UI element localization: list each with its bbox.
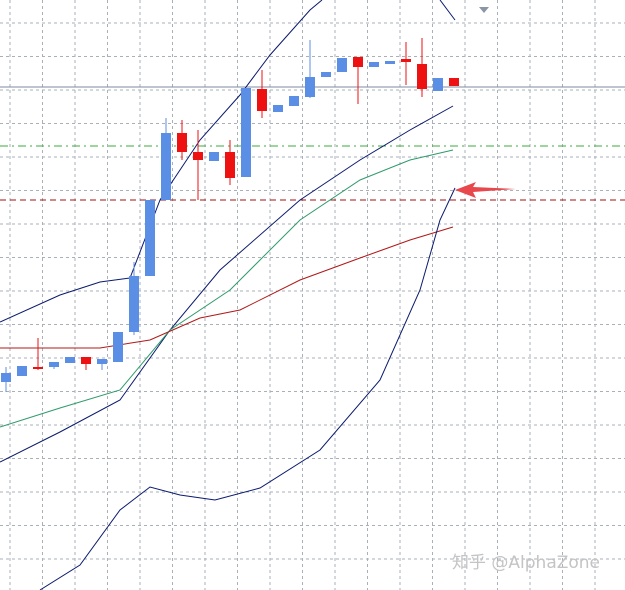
upper-band: [0, 0, 323, 323]
marker: [479, 7, 489, 13]
candle-body: [97, 359, 107, 364]
arrow: [455, 182, 516, 198]
moving-average: [0, 149, 454, 428]
candle-body: [129, 276, 139, 332]
candle-body: [145, 200, 155, 276]
band-line: [0, 105, 454, 463]
candle-body: [257, 89, 267, 111]
watermark: 知乎 @AlphaZone: [452, 553, 600, 573]
candle-body: [385, 61, 395, 64]
candle-body: [209, 152, 219, 161]
candle-body: [273, 105, 283, 112]
candle-body: [161, 133, 171, 200]
candle-body: [417, 64, 427, 89]
candle-body: [177, 133, 187, 152]
candle-body: [193, 152, 203, 160]
candle-body: [353, 57, 363, 67]
candle-body: [65, 357, 75, 363]
candle-body: [321, 72, 331, 77]
candle-body: [337, 58, 347, 72]
candle-body: [81, 357, 91, 364]
candle-body: [1, 373, 11, 382]
candle-body: [289, 96, 299, 106]
lower-band: [39, 187, 456, 590]
candle-body: [33, 367, 43, 369]
candle-body: [49, 362, 59, 367]
upper-band: [439, 0, 456, 21]
candle-body: [401, 59, 411, 62]
candle-body: [241, 88, 251, 177]
candle-body: [369, 62, 379, 67]
candle-body: [305, 77, 315, 97]
candle-body: [17, 366, 27, 376]
candles: [1, 38, 459, 392]
candle-body: [449, 78, 459, 86]
moving-average: [0, 226, 454, 349]
candle-body: [225, 152, 235, 178]
candle-body: [113, 332, 123, 362]
candle-body: [433, 78, 443, 91]
